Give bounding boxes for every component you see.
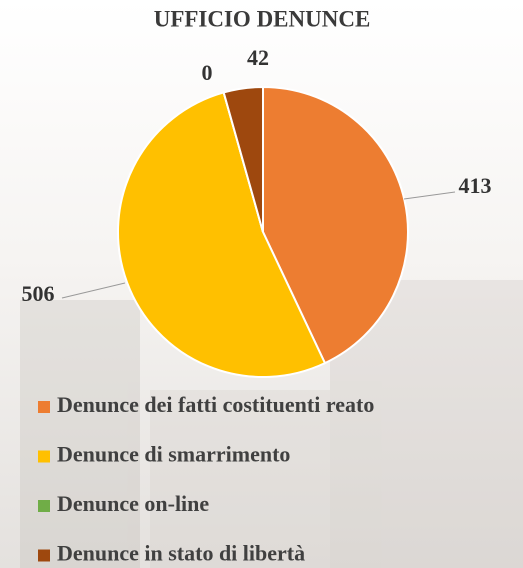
data-label: 413: [459, 173, 492, 198]
legend: Denunce dei fatti costituenti reato Denun…: [38, 392, 374, 566]
legend-swatch: [38, 450, 50, 463]
legend-label: Denunce di smarrimento: [57, 442, 290, 467]
legend-swatch: [38, 401, 50, 413]
legend-label: Denunce dei fatti costituenti reato: [57, 392, 374, 417]
pie-slice: [117, 91, 327, 378]
data-label: 0: [202, 60, 213, 85]
legend-label: Denunce in stato di libertà: [57, 541, 305, 566]
data-label: 506: [22, 281, 55, 306]
data-labels: 413 506 0 42: [22, 45, 492, 306]
pie: [117, 85, 409, 378]
chart-title: UFFICIO DENUNCE: [154, 6, 371, 31]
pie-slice: [222, 85, 264, 233]
leader-line: [61, 282, 126, 299]
legend-swatch: [38, 500, 50, 512]
legend-swatch: [38, 549, 50, 562]
pie-slice: [262, 85, 409, 365]
leader-line: [403, 191, 456, 200]
legend-label: Denunce on-line: [57, 491, 209, 516]
data-label: 42: [247, 45, 269, 70]
